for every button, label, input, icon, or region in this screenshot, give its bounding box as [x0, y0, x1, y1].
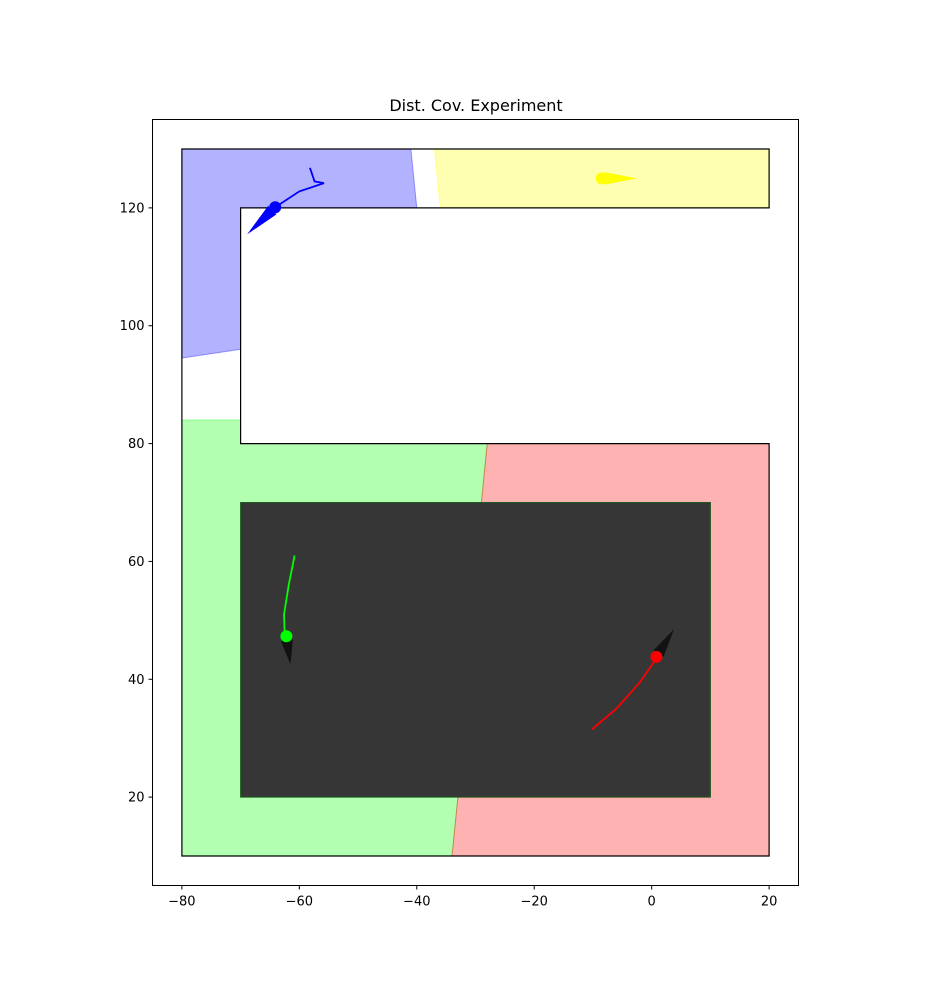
y-tick-label: 20 — [128, 791, 145, 806]
x-tick-label: −20 — [521, 895, 548, 910]
x-axis-ticks: −80 −60 −40 −20 0 20 — [168, 885, 778, 910]
agent-heading-arrow-1 — [605, 172, 637, 185]
y-tick-label: 120 — [120, 201, 145, 216]
agent-marker-2 — [280, 630, 293, 643]
y-tick-label: 100 — [120, 319, 145, 334]
x-tick-label: 0 — [648, 895, 656, 910]
agent-marker-1 — [595, 172, 608, 185]
y-tick-label: 80 — [128, 437, 145, 452]
coverage-region-0 — [181, 148, 418, 359]
agent-marker-0 — [269, 201, 282, 214]
agent-trail-3 — [591, 659, 656, 731]
y-tick-label: 60 — [128, 555, 145, 570]
x-tick-label: −40 — [403, 895, 430, 910]
obstacle — [240, 502, 711, 798]
agent-marker-3 — [650, 650, 663, 663]
chart-title: Dist. Cov. Experiment — [389, 96, 562, 115]
agent-heading-arrow-2 — [281, 639, 293, 665]
x-tick-label: −60 — [286, 895, 313, 910]
agent-trail-0 — [278, 167, 325, 206]
agent-heading-arrow-0 — [247, 205, 277, 235]
x-tick-label: −80 — [168, 895, 195, 910]
y-axis-ticks: 20 40 60 80 100 120 — [120, 201, 153, 806]
environment-outline — [181, 148, 770, 857]
agent-heading-arrow-3 — [653, 629, 674, 657]
x-tick-label: 20 — [761, 895, 778, 910]
agent-trail-2 — [283, 555, 296, 632]
axes-frame — [152, 119, 799, 886]
y-tick-label: 40 — [128, 673, 145, 688]
plot-area — [181, 148, 770, 857]
